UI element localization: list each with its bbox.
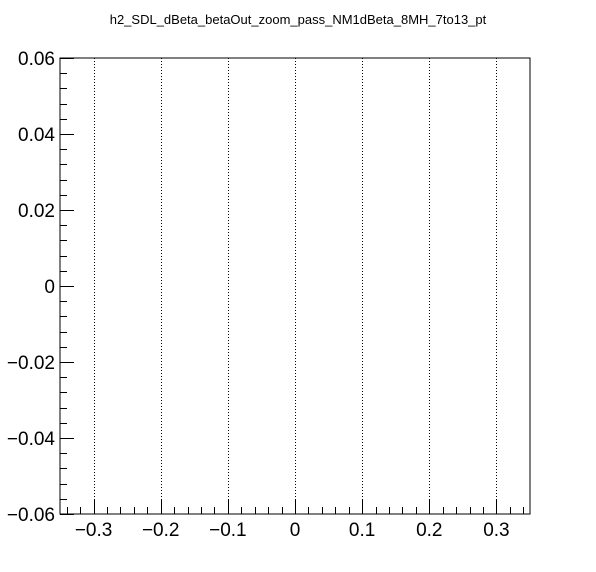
y-tick-label-2: −0.02 (7, 353, 55, 374)
x-tick-label-6: 0.3 (483, 520, 509, 541)
plot-frame (59, 57, 531, 515)
y-tick-label-1: −0.04 (7, 429, 56, 450)
x-tick-label-3: 0 (290, 520, 301, 541)
chart-title: h2_SDL_dBeta_betaOut_zoom_pass_NM1dBeta_… (110, 12, 487, 27)
y-tick-label-4: 0.02 (18, 201, 55, 222)
y-tick-label-6: 0.06 (18, 49, 55, 70)
y-tick-label-0: −0.06 (7, 505, 55, 526)
y-tick-label-3: 0 (44, 277, 55, 298)
tick-label-layer: −0.3 −0.2 −0.1 0 0.1 0.2 0.3 −0.06 −0.04 −0.02 0 0.… (7, 49, 510, 541)
x-tick-label-1: −0.2 (142, 520, 180, 541)
x-tick-label-4: 0.1 (349, 520, 375, 541)
x-tick-label-2: −0.1 (209, 520, 247, 541)
minor-tick-layer (60, 73, 524, 514)
x-tick-label-5: 0.2 (416, 520, 442, 541)
y-tick-label-5: 0.04 (18, 125, 55, 146)
grid-layer (94, 58, 497, 514)
x-tick-label-0: −0.3 (75, 520, 113, 541)
